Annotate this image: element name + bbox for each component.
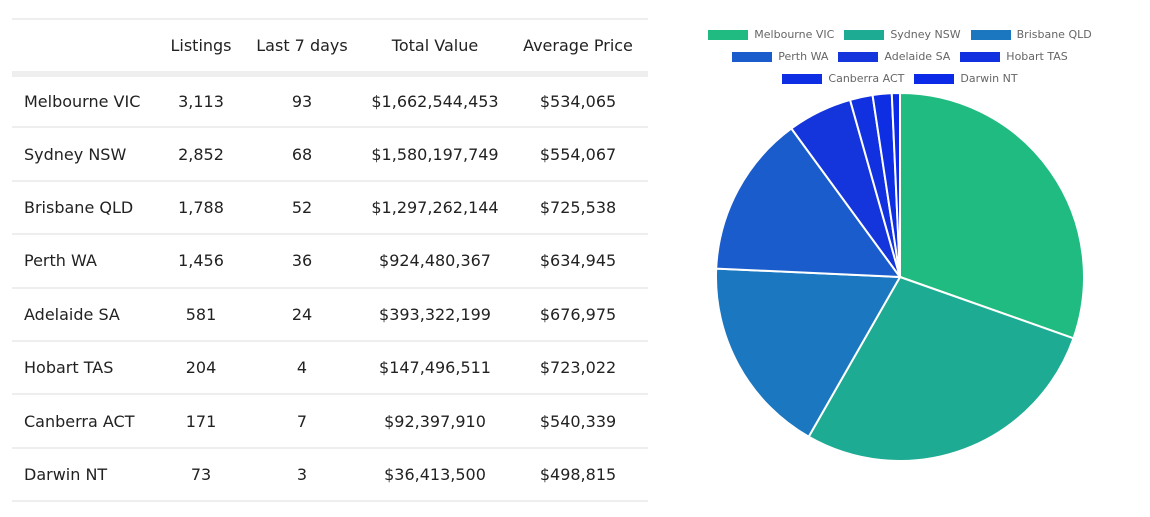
cell-average-price: $723,022 [508, 340, 648, 396]
cell-listings: 1,788 [160, 180, 242, 236]
cell-total-value: $393,322,199 [362, 287, 508, 342]
legend-label: Melbourne VIC [754, 28, 835, 41]
table-row: Melbourne VIC 3,113 93 $1,662,544,453 $534,0… [12, 74, 648, 129]
header-total-value: Total Value [362, 18, 508, 77]
legend-swatch [782, 74, 823, 84]
listings-table-container: Listings Last 7 days Total Value Average… [12, 18, 648, 503]
pie-slice-brisbane-qld[interactable] [715, 267, 902, 439]
legend-swatch [838, 52, 879, 62]
cell-city: Perth WA [12, 234, 160, 289]
listings-table: Listings Last 7 days Total Value Average… [12, 18, 648, 503]
legend-label: Canberra ACT [828, 72, 905, 85]
cell-last-7-days: 24 [242, 287, 362, 342]
cell-listings: 581 [160, 287, 242, 342]
legend-swatch [960, 52, 1001, 62]
cell-city: Sydney NSW [12, 127, 160, 182]
legend-swatch [844, 30, 885, 40]
legend-swatch [970, 30, 1011, 40]
cell-listings: 73 [160, 447, 242, 503]
cell-listings: 3,113 [160, 74, 242, 129]
legend-item[interactable]: Darwin NT [914, 68, 1018, 90]
header-listings: Listings [160, 18, 242, 77]
cell-city: Canberra ACT [12, 394, 160, 449]
cell-city: Darwin NT [12, 447, 160, 503]
table-row: Sydney NSW 2,852 68 $1,580,197,749 $554,067 [12, 127, 648, 182]
table-row: Hobart TAS 204 4 $147,496,511 $723,022 [12, 340, 648, 396]
table-row: Darwin NT 73 3 $36,413,500 $498,815 [12, 447, 648, 503]
legend-item[interactable]: Hobart TAS [960, 46, 1068, 68]
cell-city: Brisbane QLD [12, 180, 160, 236]
pie-chart [715, 91, 1085, 462]
header-city [12, 18, 160, 77]
legend-swatch [914, 74, 955, 84]
cell-listings: 171 [160, 394, 242, 449]
cell-last-7-days: 7 [242, 394, 362, 449]
legend-label: Brisbane QLD [1016, 28, 1092, 41]
legend-item[interactable]: Canberra ACT [782, 68, 904, 90]
legend-swatch [708, 30, 749, 40]
cell-last-7-days: 68 [242, 127, 362, 182]
cell-total-value: $1,297,262,144 [362, 180, 508, 236]
cell-total-value: $147,496,511 [362, 340, 508, 396]
header-last-7-days: Last 7 days [242, 18, 362, 77]
table-row: Adelaide SA 581 24 $393,322,199 $676,975 [12, 287, 648, 342]
cell-average-price: $634,945 [508, 234, 648, 289]
cell-average-price: $540,339 [508, 394, 648, 449]
legend-item[interactable]: Brisbane QLD [970, 24, 1092, 46]
pie-slice-melbourne-vic[interactable] [899, 91, 1085, 340]
cell-total-value: $924,480,367 [362, 234, 508, 289]
legend-label: Darwin NT [960, 72, 1018, 85]
cell-city: Adelaide SA [12, 287, 160, 342]
cell-last-7-days: 3 [242, 447, 362, 503]
cell-total-value: $1,662,544,453 [362, 74, 508, 129]
cell-total-value: $92,397,910 [362, 394, 508, 449]
table-row: Canberra ACT 171 7 $92,397,910 $540,339 [12, 394, 648, 449]
cell-last-7-days: 52 [242, 180, 362, 236]
legend-item[interactable]: Perth WA [732, 46, 828, 68]
chart-legend: Melbourne VIC Sydney NSW Brisbane QLD Perth… [700, 24, 1100, 90]
cell-total-value: $1,580,197,749 [362, 127, 508, 182]
cell-average-price: $498,815 [508, 447, 648, 503]
cell-listings: 2,852 [160, 127, 242, 182]
legend-label: Perth WA [778, 50, 829, 63]
pie-slice-darwin-nt[interactable] [890, 91, 901, 278]
table-header-row: Listings Last 7 days Total Value Average… [12, 18, 648, 77]
cell-city: Melbourne VIC [12, 74, 160, 129]
legend-item[interactable]: Melbourne VIC [708, 24, 834, 46]
table-row: Brisbane QLD 1,788 52 $1,297,262,144 $725,53… [12, 180, 648, 236]
legend-label: Sydney NSW [890, 28, 961, 41]
cell-total-value: $36,413,500 [362, 447, 508, 503]
cell-city: Hobart TAS [12, 340, 160, 396]
cell-listings: 1,456 [160, 234, 242, 289]
table-row: Perth WA 1,456 36 $924,480,367 $634,945 [12, 234, 648, 289]
cell-average-price: $676,975 [508, 287, 648, 342]
header-average-price: Average Price [508, 18, 648, 77]
pie-slice-sydney-nsw[interactable] [807, 275, 1075, 462]
cell-listings: 204 [160, 340, 242, 396]
legend-swatch [732, 52, 773, 62]
cell-last-7-days: 93 [242, 74, 362, 129]
legend-label: Adelaide SA [884, 50, 951, 63]
cell-last-7-days: 4 [242, 340, 362, 396]
legend-item[interactable]: Sydney NSW [844, 24, 961, 46]
pie-slice-perth-wa[interactable] [715, 127, 903, 279]
legend-label: Hobart TAS [1006, 50, 1068, 63]
cell-average-price: $534,065 [508, 74, 648, 129]
cell-last-7-days: 36 [242, 234, 362, 289]
cell-average-price: $725,538 [508, 180, 648, 236]
cell-average-price: $554,067 [508, 127, 648, 182]
legend-item[interactable]: Adelaide SA [838, 46, 950, 68]
